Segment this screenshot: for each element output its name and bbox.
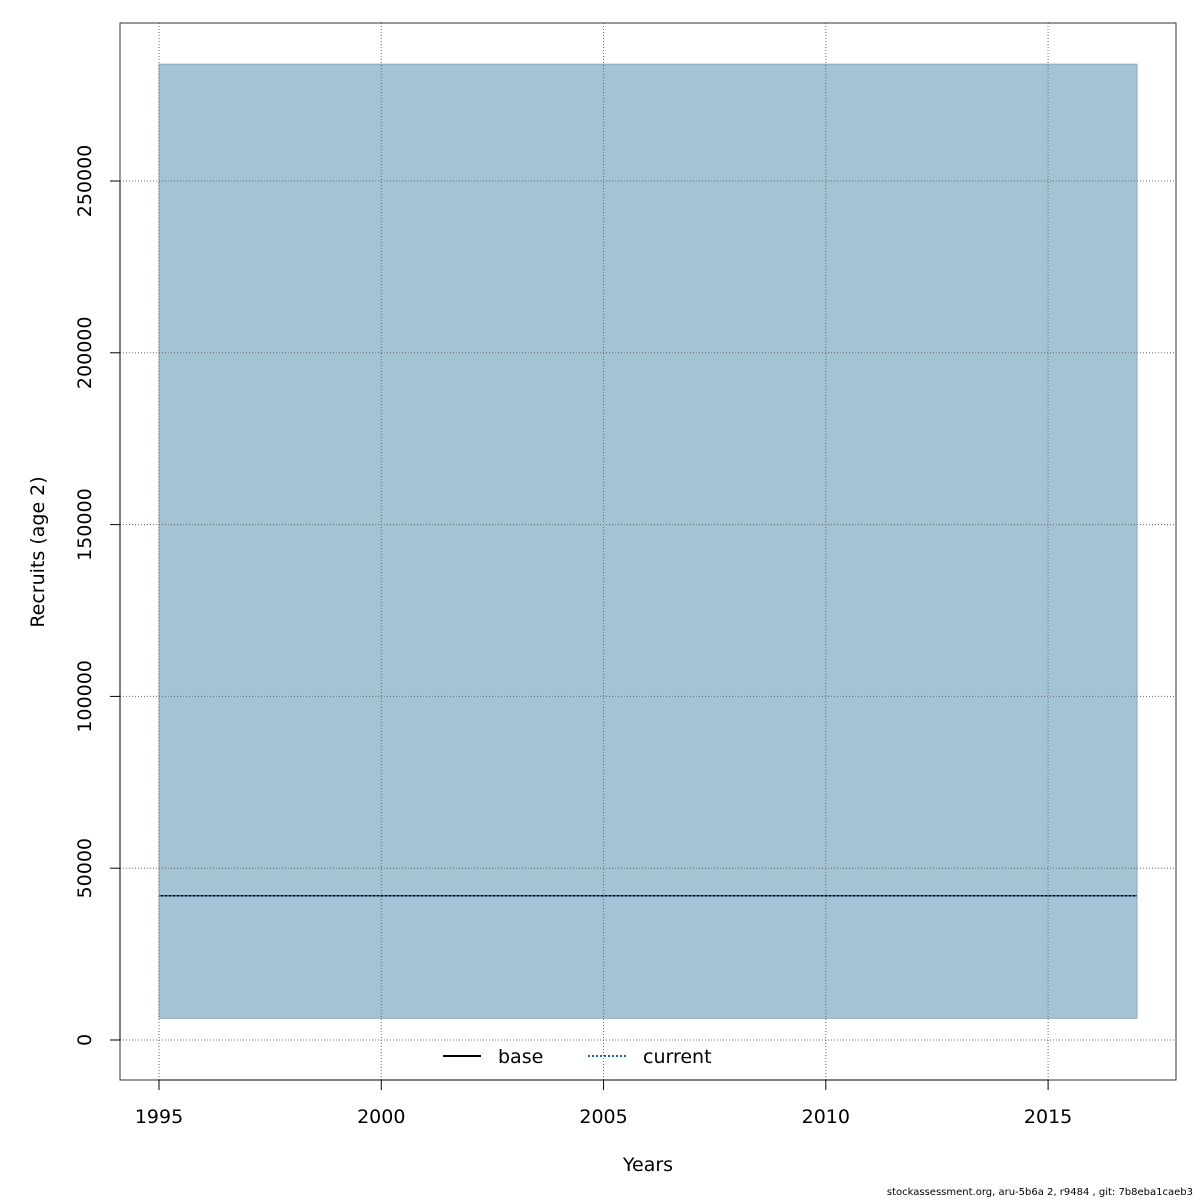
footer-note: stockassessment.org, aru-5b6a 2, r9484 ,… xyxy=(886,1187,1193,1198)
x-tick-label: 2010 xyxy=(802,1106,850,1128)
y-axis-title: Recruits (age 2) xyxy=(27,476,49,627)
x-tick-label: 2015 xyxy=(1024,1106,1072,1128)
confidence-band-layer xyxy=(158,63,1138,1019)
y-tick-label: 250000 xyxy=(74,145,96,218)
grid xyxy=(120,23,1176,1080)
y-tick-label: 200000 xyxy=(74,317,96,390)
x-tick-label: 2005 xyxy=(579,1106,627,1128)
legend-label-current: current xyxy=(643,1046,712,1068)
y-tick-label: 50000 xyxy=(74,838,96,898)
confidence-band xyxy=(158,63,1138,1019)
x-tick-label: 1995 xyxy=(135,1106,183,1128)
legend-label-base: base xyxy=(498,1046,543,1068)
y-tick-label: 0 xyxy=(74,1034,96,1046)
y-tick-label: 150000 xyxy=(74,488,96,561)
x-axis: 1995 2000 2005 2010 2015 xyxy=(135,1079,1072,1128)
x-tick-label: 2000 xyxy=(357,1106,405,1128)
x-axis-title: Years xyxy=(622,1154,673,1176)
y-tick-label: 100000 xyxy=(74,660,96,733)
y-axis: 0 50000 100000 150000 200000 250000 xyxy=(74,145,121,1046)
legend: base current xyxy=(443,1046,712,1068)
